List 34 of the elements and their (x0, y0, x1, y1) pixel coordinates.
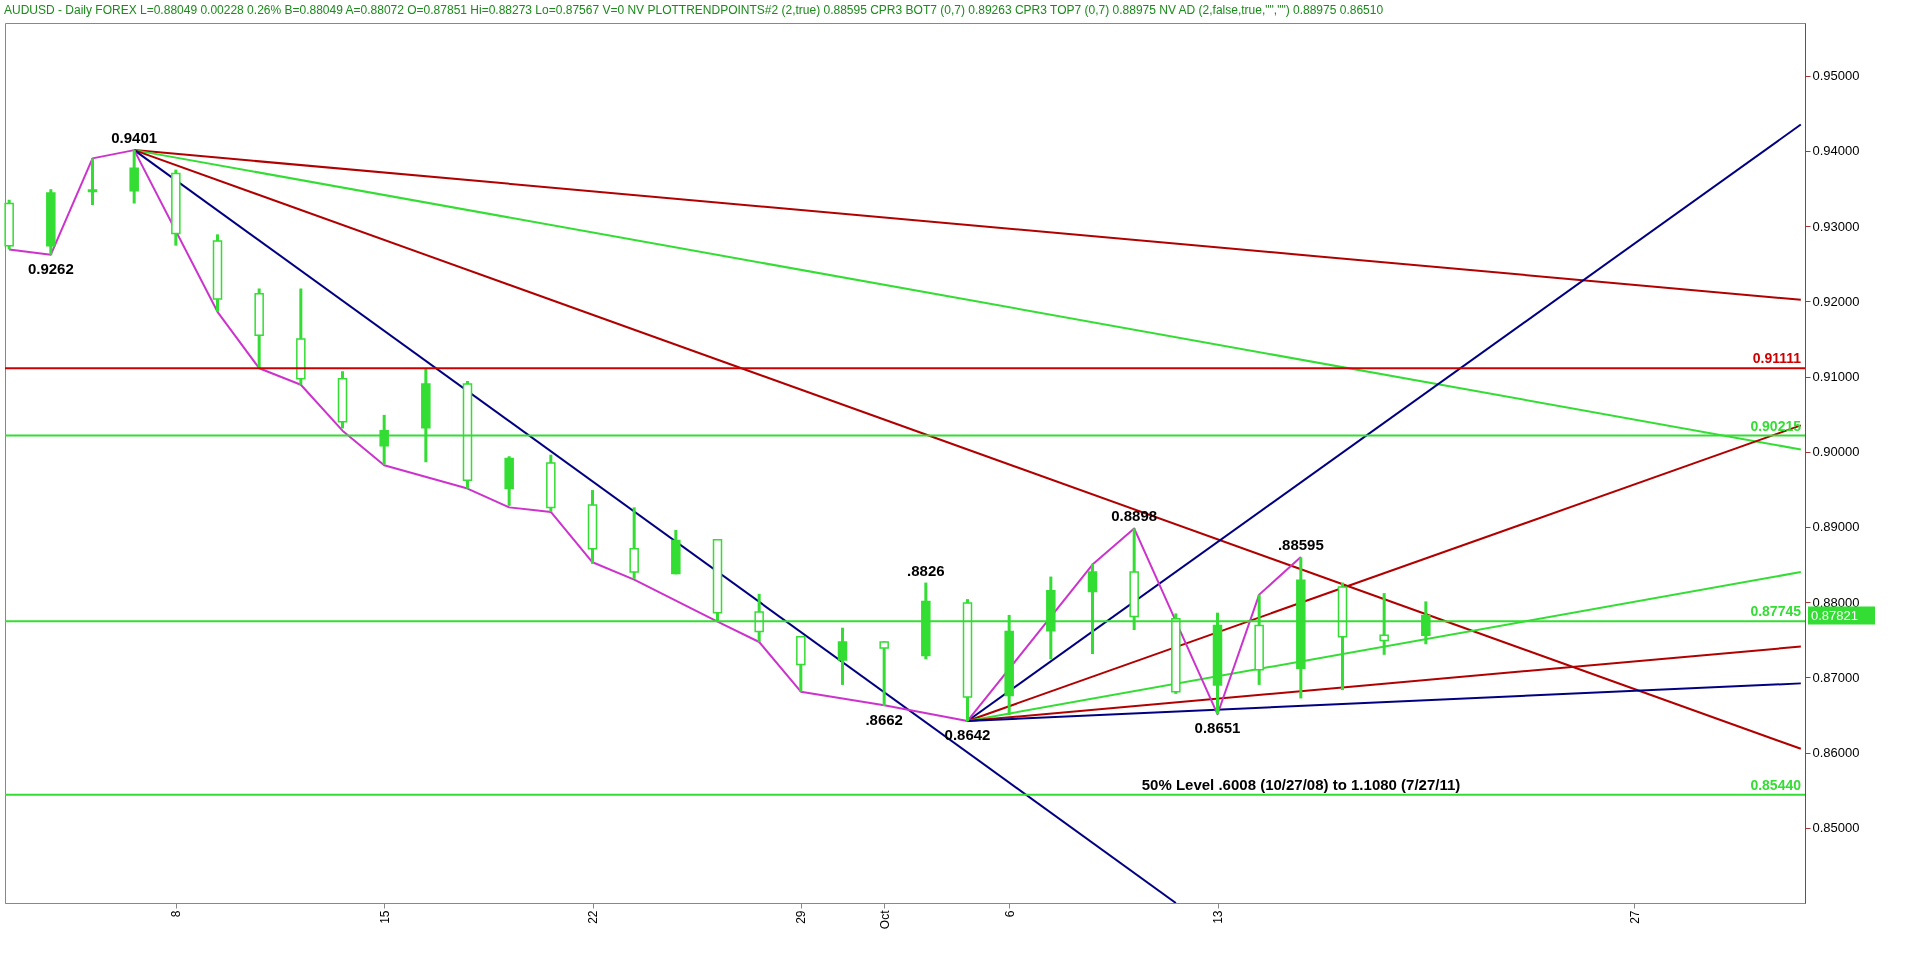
annotation: .88595 (1277, 536, 1324, 554)
y-tick-label: 0.91000 (1812, 369, 1860, 384)
y-tick-label: 0.90000 (1812, 444, 1860, 460)
annotation: 0.8642 (944, 725, 991, 743)
chart-title: AUDUSD - Daily FOREX L=0.88049 0.00228 0.26% B=0.88049 A=0.88072 O=0.87851 Hi=0.88273 Lo=0.87567 V=0 NV PLOTTRENDPOINTS#2 (2,true) 0.88595 CPR3 BOT7 (0,7) 0.89263 CPR3 TOP7 (0,7) 0.88975 NV AD (2,false,true,"","") 0.88975 0.86510 (4, 3, 1384, 17)
text: 0.87821 (1811, 607, 1858, 623)
ref-line-label: 0.85440 (1750, 776, 1802, 793)
y-tick-label: 0.92000 (1812, 293, 1860, 309)
annotation: 0.9401 (111, 129, 158, 147)
ref-line-label: 0.90215 (1750, 417, 1802, 434)
y-tick-label: 0.85000 (1812, 820, 1860, 836)
x-tick-label: 6 (1002, 910, 1017, 918)
annotation: 0.8898 (1111, 507, 1158, 525)
x-tick-label: 22 (586, 910, 600, 924)
y-tick-label: 0.89000 (1812, 519, 1860, 535)
y-tick-label: 0.88000 (1812, 594, 1860, 610)
x-tick-label: 13 (1211, 910, 1225, 924)
x-tick-label: 29 (794, 910, 809, 924)
ref-line-label: 0.91111 (1752, 350, 1802, 367)
annotation: 50% Level .6008 (10/27/08) to 1.1080 (7/27/11) (1141, 775, 1461, 793)
x-tick-label: 8 (169, 910, 184, 918)
y-tick-label: 0.86000 (1812, 745, 1860, 761)
y-tick-label: 0.87000 (1812, 669, 1860, 685)
x-tick-label: 27 (1627, 910, 1642, 924)
ref-line-label: 0.87745 (1750, 603, 1802, 620)
annotation: 0.8651 (1194, 719, 1241, 737)
annotation: .8826 (907, 561, 945, 579)
x-tick-label: 15 (377, 910, 392, 924)
x-tick-label: Oct (877, 909, 892, 930)
annotation: 0.9262 (27, 259, 74, 277)
y-tick-label: 0.94000 (1812, 143, 1860, 159)
y-tick-label: 0.95000 (1812, 68, 1860, 84)
y-tick-label: 0.93000 (1812, 218, 1860, 234)
annotation: .8662 (865, 710, 903, 728)
